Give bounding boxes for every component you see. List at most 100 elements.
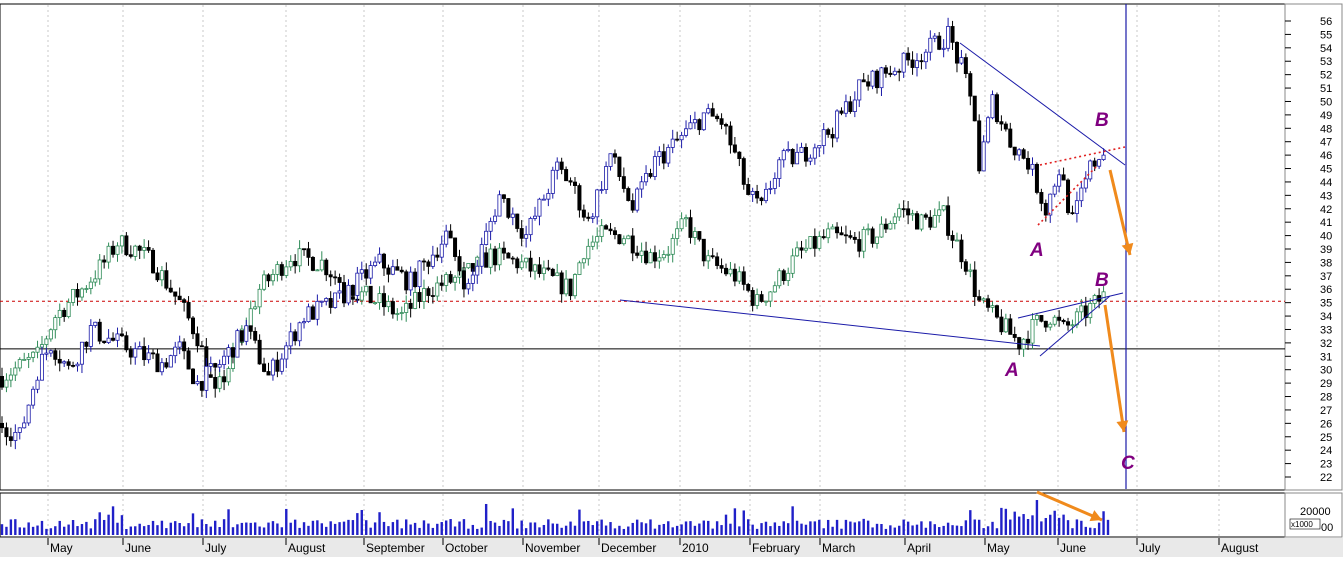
green-series-candle xyxy=(741,271,746,285)
volume-bar xyxy=(178,523,181,535)
volume-bar xyxy=(453,526,457,535)
volume-bar xyxy=(285,508,288,535)
green-series-candle xyxy=(994,305,999,318)
blue-series-candle xyxy=(262,363,267,372)
volume-bar xyxy=(542,524,546,535)
blue-series-candle xyxy=(510,213,515,218)
green-series-candle xyxy=(639,250,644,256)
blue-series-candle xyxy=(466,282,471,290)
blue-series-candle xyxy=(1021,149,1026,159)
blue-series-candle xyxy=(168,355,173,368)
volume-bar xyxy=(45,528,48,535)
volume-bar xyxy=(231,527,235,535)
green-series-candle xyxy=(777,270,782,287)
green-series-candle xyxy=(0,376,4,388)
price-tick-label: 38 xyxy=(1320,257,1332,269)
volume-bar xyxy=(493,522,497,535)
blue-series-candle xyxy=(812,147,817,159)
volume-bar xyxy=(227,509,230,535)
green-series-candle xyxy=(1066,321,1071,326)
blue-series-candle xyxy=(368,265,373,279)
green-series-candle xyxy=(897,208,902,218)
volume-bar xyxy=(880,524,883,535)
volume-bar xyxy=(369,527,372,535)
blue-series-candle xyxy=(62,361,67,364)
green-series-candle xyxy=(84,288,89,290)
blue-series-candle xyxy=(533,215,538,219)
blue-series-candle xyxy=(106,337,111,343)
blue-series-candle xyxy=(4,427,9,438)
volume-bar xyxy=(724,514,728,535)
blue-series-candle xyxy=(39,353,44,381)
volume-bar xyxy=(524,528,528,535)
blue-series-candle xyxy=(879,67,884,89)
green-series-candle xyxy=(506,252,511,259)
blue-series-candle xyxy=(1043,202,1048,216)
blue-series-candle xyxy=(1017,149,1022,156)
green-series-candle xyxy=(781,270,786,281)
price-tick-label: 43 xyxy=(1320,190,1332,202)
green-series-candle xyxy=(835,226,840,234)
blue-series-candle xyxy=(808,157,813,162)
green-series-candle xyxy=(408,302,413,309)
blue-series-candle xyxy=(524,234,529,239)
blue-series-candle xyxy=(1026,157,1031,170)
green-series-candle xyxy=(444,274,449,286)
volume-bar xyxy=(342,521,346,535)
green-series-candle xyxy=(719,265,724,269)
volume-bar xyxy=(902,519,905,535)
green-series-candle xyxy=(519,261,524,269)
month-label: April xyxy=(907,541,931,555)
green-series-candle xyxy=(1039,315,1044,322)
lower-wedge-bottom xyxy=(1039,295,1111,357)
blue-series-candle xyxy=(346,284,351,304)
volume-bar xyxy=(209,526,212,535)
green-series-candle xyxy=(759,294,764,302)
volume-bar xyxy=(31,526,35,535)
price-tick-label: 42 xyxy=(1320,204,1332,216)
green-series-candle xyxy=(799,247,804,251)
volume-bar xyxy=(742,510,745,535)
volume-bar xyxy=(49,528,53,535)
green-series-candle xyxy=(577,262,582,275)
blue-series-candle xyxy=(550,169,555,194)
green-series-candle xyxy=(417,292,422,302)
blue-series-candle xyxy=(208,363,213,367)
blue-series-candle xyxy=(248,325,253,332)
blue-series-candle xyxy=(97,321,102,342)
volume-bar xyxy=(969,510,972,535)
volume-axis-labels: 20000 x1000 00 xyxy=(1289,506,1333,534)
volume-bar xyxy=(480,527,483,535)
volume-bar xyxy=(360,509,363,535)
volume-bar xyxy=(347,519,350,535)
blue-series-candle xyxy=(857,79,862,101)
volume-bar xyxy=(151,520,155,535)
volume-bar xyxy=(1031,515,1034,535)
volume-bar xyxy=(556,523,559,535)
green-series-candle xyxy=(1030,319,1035,344)
green-series-candle xyxy=(675,228,680,239)
blue-series-candle xyxy=(568,180,573,183)
green-series-candle xyxy=(892,216,897,224)
green-series-candle xyxy=(1088,303,1093,319)
blue-series-candle xyxy=(799,146,804,153)
price-tick-label: 54 xyxy=(1320,43,1332,55)
volume-bars xyxy=(0,500,1110,535)
green-series-candle xyxy=(541,267,546,274)
green-series-candle xyxy=(71,289,76,303)
blue-series-candle xyxy=(395,266,400,271)
volume-bar xyxy=(54,526,57,535)
blue-series-candle xyxy=(786,149,791,152)
green-series-candle xyxy=(44,338,49,345)
green-series-candle xyxy=(746,284,751,291)
pattern-label-b: B xyxy=(1095,270,1109,291)
blue-series-candle xyxy=(1083,178,1088,189)
green-series-candle xyxy=(199,345,204,348)
price-tick-label: 40 xyxy=(1320,231,1332,243)
price-tick-label: 34 xyxy=(1320,311,1332,323)
volume-bar xyxy=(467,528,470,535)
blue-series-candle xyxy=(1012,146,1017,156)
volume-bar xyxy=(405,519,408,535)
blue-series-candle xyxy=(288,331,293,347)
blue-series-candle xyxy=(555,161,560,171)
